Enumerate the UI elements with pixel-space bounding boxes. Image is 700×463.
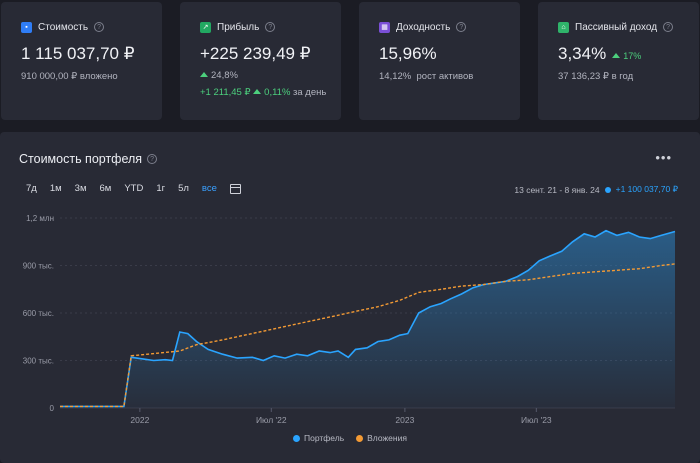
card-title: Доходность: [396, 21, 451, 33]
yield-growth-label: рост активов: [416, 71, 474, 82]
range-1y[interactable]: 1г: [156, 183, 166, 194]
legend-investments-label: Вложения: [367, 433, 407, 443]
portfolio-area: [60, 230, 675, 408]
info-icon[interactable]: ?: [147, 154, 158, 164]
card-passive-amount: 3,34%: [558, 44, 607, 63]
profit-day: +1 211,45 ₽ 0,11% за день: [200, 87, 341, 98]
arrow-up-icon: [612, 53, 621, 58]
more-menu-icon[interactable]: •••: [655, 150, 672, 165]
calendar-icon[interactable]: [229, 184, 241, 194]
chart-legend: Портфель Вложения: [0, 433, 700, 443]
x-tick-label: Июл '23: [521, 415, 552, 425]
portfolio-dot-icon: [293, 434, 301, 442]
range-selector: 7д 1м 3м 6м YTD 1г 5л все: [26, 183, 241, 194]
x-tick-label: 2023: [395, 415, 414, 425]
card-title: Прибыль: [217, 21, 260, 33]
legend-investments[interactable]: Вложения: [356, 433, 407, 443]
arrow-up-icon: [200, 72, 208, 77]
profit-pct: 24,8%: [200, 70, 341, 81]
info-icon[interactable]: ?: [663, 22, 674, 32]
series-investments-line: [60, 263, 676, 408]
range-all[interactable]: все: [201, 183, 217, 194]
x-tick-label: Июл '22: [256, 415, 287, 425]
profit-day-pct: 0,11%: [264, 87, 291, 98]
panel-title-text: Стоимость портфеля: [19, 152, 143, 166]
range-6m[interactable]: 6м: [99, 183, 112, 194]
info-icon[interactable]: ?: [94, 22, 105, 32]
passive-badge: 17%: [612, 51, 641, 61]
card-profit-amount: +225 239,49 ₽: [200, 44, 311, 63]
info-icon[interactable]: ?: [456, 22, 467, 32]
y-axis: 0 300 тыс. 600 тыс. 900 тыс. 1,2 млн: [23, 214, 55, 413]
portfolio-chart[interactable]: 0 300 тыс. 600 тыс. 900 тыс. 1,2 млн 2022 Июл…: [0, 132, 700, 432]
summary-cards: ▪ Стоимость? 1 115 037,70 ₽ 910 000,00 ₽ …: [0, 0, 700, 120]
card-title: Пассивный доход: [575, 21, 658, 33]
card-profit[interactable]: ↗ Прибыль? +225 239,49 ₽ 24,8% +1 211,45 …: [180, 2, 341, 120]
profit-day-label: за день: [293, 87, 327, 98]
period-range: 13 сент. 21 - 8 янв. 24: [514, 184, 600, 195]
range-1m[interactable]: 1м: [49, 183, 62, 194]
legend-portfolio-label: Портфель: [304, 433, 345, 443]
chart-icon: ↗: [200, 21, 211, 33]
card-sub: 37 136,23 ₽ в год: [558, 71, 634, 82]
card-yield[interactable]: ▦ Доходность? 15,96% 14,12% рост активов: [359, 2, 520, 120]
range-3m[interactable]: 3м: [74, 183, 87, 194]
range-7d[interactable]: 7д: [26, 183, 37, 194]
y-tick-label: 0: [50, 404, 55, 413]
legend-portfolio[interactable]: Портфель: [293, 433, 344, 443]
calendar-icon: ▦: [379, 21, 390, 33]
series-portfolio-line: [60, 229, 676, 408]
wallet-icon: ▪: [21, 21, 32, 33]
range-5y[interactable]: 5л: [178, 183, 189, 194]
x-tick-label: 2022: [130, 415, 149, 425]
card-sub: 910 000,00 ₽ вложено: [21, 71, 118, 82]
period-info: 13 сент. 21 - 8 янв. 24 +1 100 037,70 ₽: [514, 184, 678, 195]
card-yield-amount: 15,96%: [379, 44, 437, 63]
passive-badge-value: 17%: [623, 51, 642, 61]
profit-day-abs: +1 211,45 ₽: [200, 87, 251, 98]
portfolio-dot-icon: [604, 186, 611, 193]
y-tick-label: 1,2 млн: [26, 214, 54, 223]
house-icon: ⌂: [558, 21, 569, 33]
range-ytd[interactable]: YTD: [124, 183, 144, 194]
period-change: +1 100 037,70 ₽: [615, 184, 678, 194]
card-value-amount: 1 115 037,70 ₽: [21, 44, 135, 63]
y-tick-label: 900 тыс.: [23, 262, 54, 271]
yield-growth-value: 14,12%: [379, 71, 412, 82]
panel-title: Стоимость портфеля?: [19, 152, 158, 166]
info-icon[interactable]: ?: [265, 22, 276, 32]
investments-dot-icon: [356, 434, 364, 442]
profit-pct-value: 24,8%: [211, 70, 238, 81]
y-tick-label: 600 тыс.: [23, 309, 54, 318]
y-tick-label: 300 тыс.: [23, 357, 54, 366]
x-axis: 2022 Июл '22 2023 Июл '23: [130, 408, 552, 425]
card-title: Стоимость: [38, 21, 89, 33]
card-value[interactable]: ▪ Стоимость? 1 115 037,70 ₽ 910 000,00 ₽ …: [1, 2, 162, 120]
card-passive[interactable]: ⌂ Пассивный доход? 3,34% 17% 37 136,23 ₽ в…: [538, 2, 699, 120]
arrow-up-icon: [253, 89, 262, 94]
card-sub: 14,12% рост активов: [379, 71, 520, 82]
